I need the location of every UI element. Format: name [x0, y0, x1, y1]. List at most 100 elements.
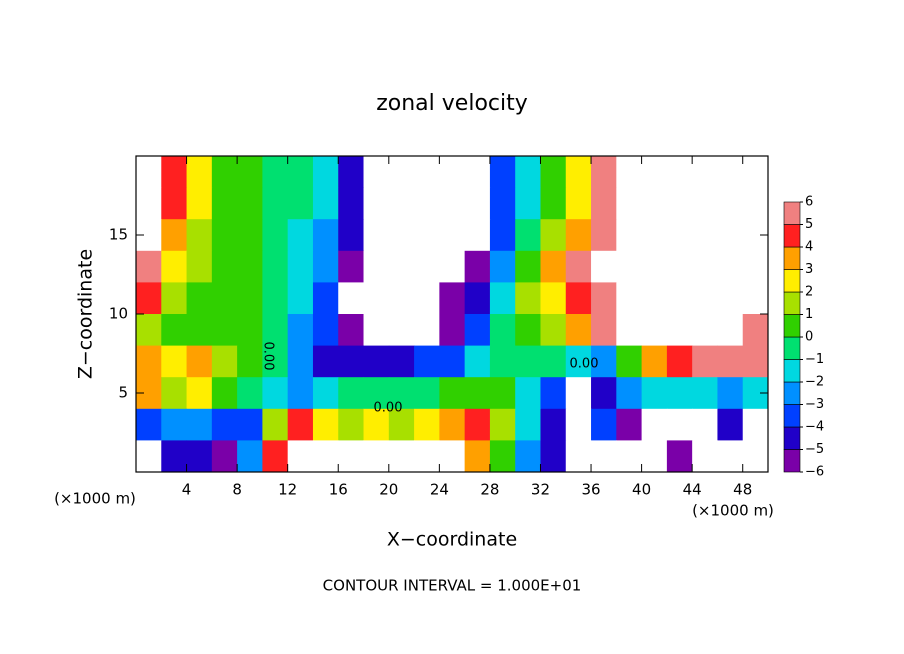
heatmap-cell — [591, 440, 617, 472]
heatmap-cell — [211, 156, 238, 189]
heatmap-cell — [186, 314, 213, 347]
heatmap-cell — [414, 377, 440, 410]
heatmap-cell — [186, 440, 213, 472]
heatmap-cell — [186, 345, 213, 378]
heatmap-cell — [262, 219, 289, 252]
heatmap-cell — [287, 314, 314, 347]
heatmap-cell — [515, 345, 541, 378]
colorbar-box — [783, 246, 801, 270]
heatmap-cell — [515, 377, 541, 410]
heatmap-cell — [616, 187, 643, 220]
heatmap-cell — [565, 187, 592, 220]
heatmap-cell — [363, 408, 390, 441]
heatmap-cell — [312, 156, 339, 189]
heatmap-cell — [237, 408, 263, 441]
colorbar-box — [783, 201, 801, 225]
heatmap-cell — [388, 314, 415, 347]
heatmap-cell — [591, 282, 617, 315]
heatmap-cell — [692, 282, 718, 315]
heatmap-cell — [338, 282, 365, 315]
heatmap-cell — [591, 314, 617, 347]
colorbar-tick-label: 5 — [805, 217, 813, 232]
heatmap-cell — [489, 440, 516, 472]
heatmap-cell — [464, 156, 491, 189]
x-axis-label: X−coordinate — [387, 529, 517, 551]
heatmap-cell — [136, 187, 162, 220]
heatmap-cell — [262, 345, 289, 378]
heatmap-cell — [211, 219, 238, 252]
colorbar-tick-label: 4 — [805, 240, 813, 255]
heatmap-cell — [161, 219, 188, 252]
heatmap-cell — [464, 282, 491, 315]
heatmap-cell — [742, 282, 768, 315]
colorbar-box — [783, 314, 801, 338]
heatmap-cell — [717, 408, 744, 441]
heatmap-cell — [616, 314, 643, 347]
heatmap-cell — [515, 440, 541, 472]
heatmap-cell — [641, 440, 668, 472]
colorbar-box — [783, 336, 801, 360]
heatmap-cell — [414, 440, 440, 472]
heatmap-cell — [439, 156, 466, 189]
colorbar-tick-label: 2 — [805, 285, 813, 300]
heatmap-cell — [439, 219, 466, 252]
heatmap-cell — [540, 219, 567, 252]
heatmap-cell — [312, 440, 339, 472]
heatmap — [136, 156, 768, 472]
heatmap-cell — [515, 250, 541, 283]
heatmap-cell — [717, 282, 744, 315]
heatmap-cell — [414, 219, 440, 252]
heatmap-cell — [591, 156, 617, 189]
heatmap-cell — [616, 345, 643, 378]
colorbar-tick-label: −6 — [805, 465, 824, 480]
heatmap-cell — [692, 156, 718, 189]
heatmap-cell — [237, 440, 263, 472]
heatmap-cell — [616, 219, 643, 252]
heatmap-cell — [616, 250, 643, 283]
heatmap-cell — [641, 314, 668, 347]
heatmap-cell — [414, 314, 440, 347]
heatmap-cell — [186, 250, 213, 283]
x-tick-label: 4 — [182, 481, 192, 499]
heatmap-cell — [262, 187, 289, 220]
heatmap-cell — [515, 282, 541, 315]
heatmap-cell — [136, 314, 162, 347]
heatmap-cell — [338, 250, 365, 283]
heatmap-cell — [237, 250, 263, 283]
heatmap-cell — [136, 440, 162, 472]
heatmap-cell — [666, 282, 693, 315]
x-tick-label: 28 — [480, 481, 499, 499]
heatmap-cell — [186, 282, 213, 315]
heatmap-cell — [312, 377, 339, 410]
heatmap-cell — [287, 250, 314, 283]
heatmap-cell — [262, 156, 289, 189]
heatmap-cell — [161, 345, 188, 378]
heatmap-cell — [136, 345, 162, 378]
heatmap-cell — [211, 282, 238, 315]
heatmap-cell — [312, 282, 339, 315]
heatmap-cell — [338, 187, 365, 220]
heatmap-cell — [338, 345, 365, 378]
heatmap-cell — [312, 314, 339, 347]
heatmap-cell — [641, 408, 668, 441]
x-unit-label: (×1000 m) — [54, 490, 136, 508]
heatmap-cell — [489, 345, 516, 378]
heatmap-cell — [287, 408, 314, 441]
heatmap-cell — [692, 219, 718, 252]
heatmap-cell — [742, 156, 768, 189]
heatmap-cell — [565, 345, 592, 378]
heatmap-cell — [237, 156, 263, 189]
heatmap-cell — [742, 345, 768, 378]
heatmap-cell — [161, 377, 188, 410]
heatmap-cell — [565, 219, 592, 252]
heatmap-cell — [717, 250, 744, 283]
heatmap-cell — [414, 282, 440, 315]
heatmap-cell — [287, 219, 314, 252]
heatmap-cell — [312, 408, 339, 441]
y-tick-label: 10 — [109, 305, 128, 323]
heatmap-cell — [363, 187, 390, 220]
heatmap-cell — [742, 440, 768, 472]
heatmap-cell — [363, 282, 390, 315]
heatmap-cell — [464, 187, 491, 220]
heatmap-cell — [186, 156, 213, 189]
